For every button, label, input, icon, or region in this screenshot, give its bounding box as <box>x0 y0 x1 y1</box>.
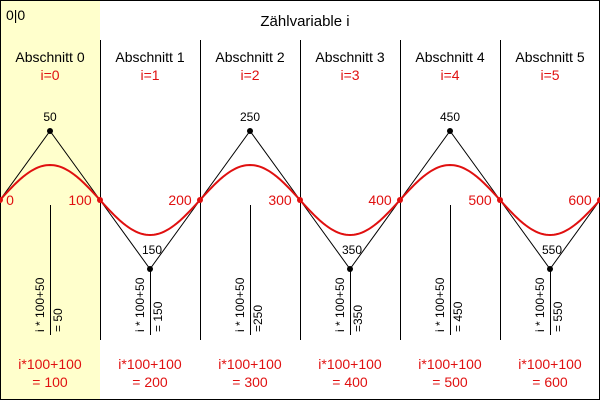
formula-result-text: = 150 <box>151 301 165 332</box>
section-header: Abschnitt 1 <box>115 49 184 65</box>
bottom-formula: i*100+100 <box>18 356 82 372</box>
bottom-result: = 600 <box>532 374 568 390</box>
bottom-formula: i*100+100 <box>518 356 582 372</box>
bottom-formula: i*100+100 <box>218 356 282 372</box>
peak-value-label: 550 <box>542 243 562 257</box>
bottom-result: = 300 <box>232 374 268 390</box>
bottom-result: = 100 <box>32 374 68 390</box>
crossing-point <box>397 197 403 203</box>
peak-point <box>447 128 453 134</box>
crossing-point <box>597 197 600 203</box>
crossing-point <box>197 197 203 203</box>
peak-value-label: 250 <box>240 110 260 124</box>
start-value-label: 0 <box>6 192 14 208</box>
peak-value-label: 350 <box>342 243 362 257</box>
bottom-result: = 200 <box>132 374 168 390</box>
crossing-point <box>297 197 303 203</box>
end-value-label: 600 <box>568 192 592 208</box>
bottom-result: = 500 <box>432 374 468 390</box>
formula-text: i * 100+50 <box>133 277 147 332</box>
start-value-label: 400 <box>368 192 392 208</box>
crossing-point <box>497 197 503 203</box>
bottom-formula: i*100+100 <box>418 356 482 372</box>
origin-label: 0|0 <box>6 7 25 23</box>
section-index: i=3 <box>340 67 359 83</box>
section-header: Abschnitt 4 <box>415 49 484 65</box>
diagram-title: Zählvariable i <box>260 13 349 30</box>
bottom-formula: i*100+100 <box>318 356 382 372</box>
formula-text: i * 100+50 <box>33 277 47 332</box>
formula-result-text: = 450 <box>451 301 465 332</box>
formula-text: i * 100+50 <box>333 277 347 332</box>
section-header: Abschnitt 5 <box>515 49 584 65</box>
start-value-label: 200 <box>168 192 192 208</box>
section-index: i=5 <box>540 67 559 83</box>
peak-value-label: 50 <box>43 110 57 124</box>
formula-result-text: =250 <box>251 305 265 332</box>
peak-value-label: 150 <box>142 243 162 257</box>
peak-point <box>247 128 253 134</box>
start-value-label: 300 <box>268 192 292 208</box>
section-index: i=2 <box>240 67 259 83</box>
formula-result-text: =350 <box>351 305 365 332</box>
section-index: i=4 <box>440 67 459 83</box>
start-value-label: 100 <box>68 192 92 208</box>
start-value-label: 500 <box>468 192 492 208</box>
bottom-formula: i*100+100 <box>118 356 182 372</box>
formula-text: i * 100+50 <box>233 277 247 332</box>
crossing-point <box>0 197 3 203</box>
formula-text: i * 100+50 <box>533 277 547 332</box>
crossing-point <box>97 197 103 203</box>
bottom-result: = 400 <box>332 374 368 390</box>
formula-result-text: = 50 <box>51 308 65 332</box>
formula-text: i * 100+50 <box>433 277 447 332</box>
peak-value-label: 450 <box>440 110 460 124</box>
section-header: Abschnitt 3 <box>315 49 384 65</box>
section-header: Abschnitt 2 <box>215 49 284 65</box>
peak-point <box>47 128 53 134</box>
formula-result-text: = 550 <box>551 301 565 332</box>
section-index: i=1 <box>140 67 159 83</box>
section-header: Abschnitt 0 <box>15 49 84 65</box>
section-index: i=0 <box>40 67 59 83</box>
